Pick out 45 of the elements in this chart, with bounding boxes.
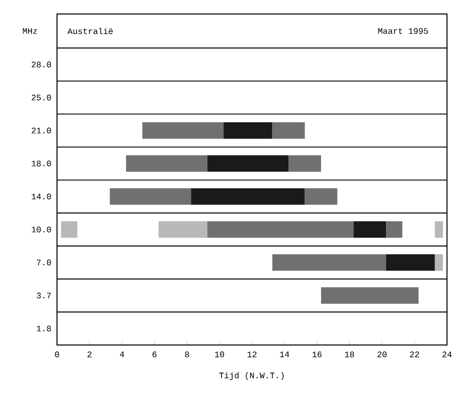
x-tick-label: 16 xyxy=(312,352,322,358)
y-tick-label: 28.0 xyxy=(32,62,51,68)
bar xyxy=(434,254,443,271)
bar xyxy=(110,188,192,205)
x-tick-label: 6 xyxy=(152,352,156,358)
chart-subtitle: Maart 1995 xyxy=(378,28,428,34)
x-axis-title: Tijd (N.W.T.) xyxy=(219,372,284,380)
bar xyxy=(321,287,419,304)
chart-title: Australië xyxy=(68,28,113,34)
x-tick-label: 22 xyxy=(410,352,419,358)
bar xyxy=(207,221,354,238)
bar xyxy=(224,122,272,139)
x-tick-label: 20 xyxy=(378,352,387,358)
y-tick-label: 1.8 xyxy=(36,326,51,332)
bar xyxy=(354,221,386,238)
x-tick-label: 0 xyxy=(54,352,60,358)
bar xyxy=(126,155,208,172)
x-tick-label: 12 xyxy=(248,352,256,358)
bar xyxy=(207,155,289,172)
bar xyxy=(61,221,78,238)
x-tick-label: 24 xyxy=(442,352,452,358)
x-tick-label: 18 xyxy=(345,352,354,358)
x-tick-label: 10 xyxy=(215,352,224,358)
x-tick-label: 2 xyxy=(88,352,92,358)
y-tick-label: 3.7 xyxy=(36,292,51,298)
bar xyxy=(386,254,435,271)
bar xyxy=(272,122,305,139)
x-tick-label: 8 xyxy=(185,352,189,358)
bar xyxy=(142,122,224,139)
y-axis-title: MHz xyxy=(22,28,37,34)
y-tick-label: 14.0 xyxy=(32,194,51,200)
x-tick-label: 4 xyxy=(120,352,124,358)
bar xyxy=(386,221,402,238)
y-tick-label: 7.0 xyxy=(36,260,51,266)
y-tick-label: 21.0 xyxy=(32,128,51,134)
y-tick-label: 10.0 xyxy=(32,226,51,232)
bar xyxy=(288,155,322,172)
y-tick-label: 18.0 xyxy=(32,160,51,166)
bar xyxy=(158,221,208,238)
x-tick-label: 14 xyxy=(280,352,290,358)
y-tick-label: 25.0 xyxy=(32,94,51,100)
bar xyxy=(304,188,338,205)
bar xyxy=(434,221,443,238)
bar xyxy=(191,188,305,205)
bar xyxy=(272,254,386,271)
